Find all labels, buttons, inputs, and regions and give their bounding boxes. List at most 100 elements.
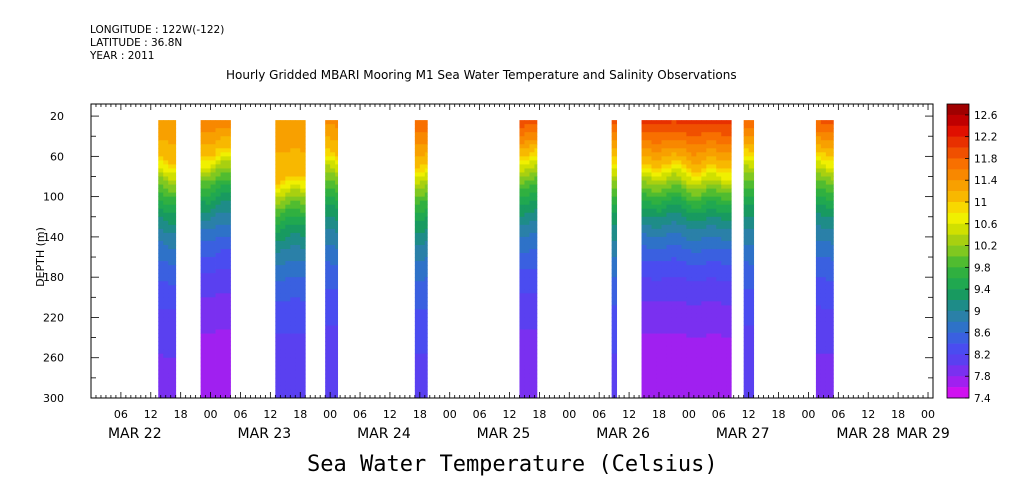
temperature-cell	[611, 285, 618, 290]
temperature-cell	[210, 369, 216, 375]
temperature-cell	[220, 160, 226, 165]
temperature-cell	[335, 128, 339, 133]
temperature-cell	[671, 216, 677, 222]
temperature-cell	[280, 124, 286, 129]
temperature-cell	[825, 281, 832, 286]
temperature-cell	[163, 389, 169, 395]
temperature-cell	[534, 293, 538, 298]
temperature-cell	[748, 293, 755, 298]
temperature-cell	[205, 232, 211, 238]
temperature-cell	[220, 297, 226, 302]
temperature-cell	[825, 232, 832, 238]
temperature-cell	[280, 220, 286, 226]
temperature-cell	[300, 152, 306, 157]
temperature-cell	[825, 349, 832, 355]
temperature-cell	[200, 329, 206, 334]
temperature-cell	[215, 136, 221, 141]
temperature-cell	[534, 369, 538, 375]
temperature-cell	[748, 180, 755, 185]
temperature-cell	[696, 389, 702, 395]
temperature-cell	[701, 321, 707, 326]
temperature-cell	[200, 273, 206, 278]
temperature-cell	[743, 381, 750, 387]
temperature-cell	[666, 361, 672, 367]
temperature-cell	[743, 257, 750, 262]
x-hour-tick-label: 06	[592, 408, 606, 421]
temperature-cell	[280, 353, 286, 359]
temperature-cell	[163, 321, 169, 326]
temperature-cell	[220, 192, 226, 198]
temperature-cell	[220, 240, 226, 246]
temperature-cell	[661, 204, 667, 210]
temperature-cell	[676, 281, 682, 286]
temperature-cell	[534, 192, 538, 198]
temperature-cell	[611, 240, 618, 246]
temperature-cell	[696, 281, 702, 286]
temperature-cell	[666, 240, 672, 246]
temperature-cell	[651, 369, 657, 375]
temperature-cell	[651, 277, 657, 282]
temperature-cell	[285, 148, 291, 153]
temperature-cell	[701, 136, 707, 141]
temperature-cell	[611, 273, 618, 278]
temperature-cell	[646, 212, 652, 218]
temperature-cell	[748, 124, 755, 129]
temperature-cell	[275, 132, 281, 137]
temperature-cell	[424, 232, 428, 238]
temperature-cell	[696, 204, 702, 210]
temperature-cell	[661, 329, 667, 334]
temperature-cell	[200, 152, 206, 157]
temperature-cell	[295, 313, 301, 318]
temperature-cell	[748, 224, 755, 230]
temperature-cell	[820, 144, 827, 149]
temperature-cell	[424, 200, 428, 206]
temperature-cell	[280, 297, 286, 302]
temperature-cell	[716, 253, 722, 258]
temperature-cell	[414, 325, 421, 330]
temperature-cell	[173, 257, 177, 262]
temperature-cell	[830, 253, 834, 258]
temperature-cell	[290, 176, 296, 181]
temperature-cell	[830, 329, 834, 334]
temperature-cell	[721, 180, 727, 185]
temperature-cell	[163, 265, 169, 270]
colorbar-label: 11.4	[974, 175, 998, 187]
temperature-cell	[220, 257, 226, 262]
temperature-cell	[414, 393, 421, 399]
temperature-cell	[330, 128, 336, 133]
temperature-cell	[285, 261, 291, 266]
temperature-cell	[676, 204, 682, 210]
temperature-cell	[656, 168, 662, 173]
temperature-cell	[200, 281, 206, 286]
temperature-cell	[285, 208, 291, 214]
temperature-cell	[651, 232, 657, 238]
temperature-cell	[285, 281, 291, 286]
temperature-cell	[686, 220, 692, 226]
temperature-segment	[519, 120, 538, 399]
temperature-cell	[163, 244, 169, 250]
temperature-cell	[534, 361, 538, 367]
y-tick-label: 220	[43, 311, 64, 324]
temperature-cell	[748, 269, 755, 274]
temperature-cell	[210, 216, 216, 222]
temperature-cell	[419, 337, 426, 343]
temperature-cell	[748, 244, 755, 250]
temperature-cell	[205, 361, 211, 367]
temperature-cell	[524, 265, 530, 270]
temperature-cell	[691, 248, 697, 254]
temperature-cell	[666, 128, 672, 133]
temperature-cell	[611, 152, 618, 157]
temperature-cell	[280, 389, 286, 395]
temperature-cell	[205, 160, 211, 165]
temperature-cell	[424, 337, 428, 343]
temperature-cell	[696, 164, 702, 169]
temperature-cell	[220, 196, 226, 202]
temperature-cell	[534, 313, 538, 318]
temperature-cell	[681, 184, 687, 189]
temperature-cell	[686, 257, 692, 262]
temperature-cell	[163, 196, 169, 202]
temperature-cell	[748, 313, 755, 318]
temperature-cell	[721, 220, 727, 226]
temperature-cell	[748, 389, 755, 395]
temperature-cell	[300, 136, 306, 141]
